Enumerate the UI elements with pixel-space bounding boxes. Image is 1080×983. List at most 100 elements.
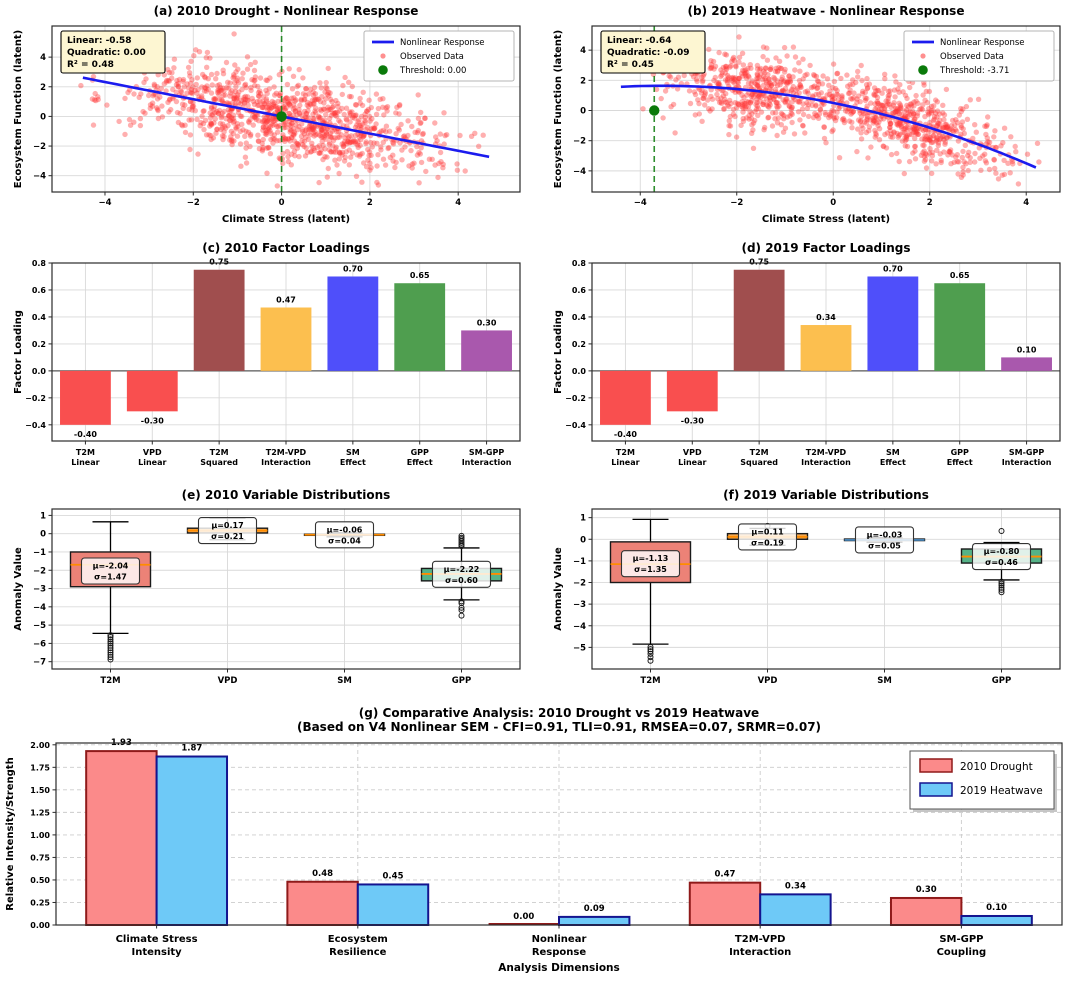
outlier-point <box>998 589 1005 596</box>
svg-text:GPP: GPP <box>452 676 471 686</box>
stats-annotation: Linear: -0.64 Quadratic: -0.09 R² = 0.45 <box>600 30 706 74</box>
bar <box>800 325 852 371</box>
y-axis-ticks: −4 −2 0 2 4 <box>33 53 52 182</box>
y-axis-label: Ecosystem Function (latent) <box>13 30 24 188</box>
svg-text:Effect: Effect <box>880 458 906 467</box>
svg-text:0.4: 0.4 <box>32 313 47 322</box>
legend: Nonlinear Response Observed Data Threshold… <box>363 30 515 82</box>
x-axis-label: Climate Stress (latent) <box>222 214 350 225</box>
gridlines <box>592 509 1060 669</box>
outlier-point <box>107 636 114 643</box>
svg-text:T2M: T2M <box>640 676 660 686</box>
plot-frame <box>51 25 521 193</box>
bar <box>260 307 312 371</box>
svg-text:μ=-2.22: μ=-2.22 <box>444 565 480 574</box>
panel-g-comparative-grouped-bar-chart: 1.930.480.000.470.301.870.450.090.340.10… <box>5 706 1063 974</box>
svg-text:VPD: VPD <box>218 676 238 686</box>
bar <box>286 880 359 926</box>
svg-text:0.4: 0.4 <box>572 313 587 322</box>
svg-text:−4: −4 <box>33 172 46 182</box>
svg-text:Linear: Linear <box>138 458 166 467</box>
svg-text:SM-GPP: SM-GPP <box>1009 448 1044 457</box>
series-2010-drought: 1.930.480.000.470.30 <box>85 738 963 927</box>
svg-text:0.8: 0.8 <box>572 259 587 268</box>
gridlines <box>52 509 520 669</box>
bar-value-label: 0.34 <box>816 313 836 322</box>
bar-value-label: 0.75 <box>749 258 769 267</box>
x-axis-ticks: T2M VPD SM GPP <box>100 669 471 686</box>
outlier-point <box>998 578 1005 585</box>
svg-text:T2M: T2M <box>616 448 635 457</box>
svg-text:σ=1.47: σ=1.47 <box>94 572 127 581</box>
panel-title: (a) 2010 Drought - Nonlinear Response <box>154 4 419 18</box>
bar-value-label: 0.65 <box>950 271 970 280</box>
x-axis-ticks: T2MLinearVPDLinearT2MSquaredT2M-VPDInter… <box>611 441 1052 467</box>
box-T2M <box>69 521 152 663</box>
svg-text:Effect: Effect <box>340 458 366 467</box>
outlier-point <box>998 580 1005 587</box>
outlier-point <box>998 586 1005 593</box>
svg-text:R² = 0.45: R² = 0.45 <box>607 60 654 70</box>
legend: 2010 Drought 2019 Heatwave <box>909 750 1057 812</box>
svg-text:Linear: -0.58: Linear: -0.58 <box>67 36 132 46</box>
svg-text:0.50: 0.50 <box>30 876 50 885</box>
svg-text:Linear: Linear <box>611 458 639 467</box>
bar <box>327 276 379 371</box>
bar <box>733 269 785 371</box>
svg-text:μ=0.11: μ=0.11 <box>751 527 784 536</box>
bar <box>960 914 1033 926</box>
svg-text:0: 0 <box>580 535 586 545</box>
svg-text:−2: −2 <box>573 137 586 147</box>
svg-text:2: 2 <box>40 83 46 93</box>
svg-text:VPD: VPD <box>758 676 778 686</box>
svg-text:0.2: 0.2 <box>32 340 46 349</box>
bar-value-label: -0.40 <box>74 430 97 439</box>
svg-text:Interaction: Interaction <box>801 458 851 467</box>
svg-text:−5: −5 <box>573 643 586 653</box>
outlier-point <box>107 654 114 661</box>
bar-value-label: 0.10 <box>986 903 1007 913</box>
bar <box>600 370 651 425</box>
svg-text:Coupling: Coupling <box>937 947 987 958</box>
bar <box>60 370 111 425</box>
bar <box>688 881 762 927</box>
svg-text:μ=-0.03: μ=-0.03 <box>867 530 903 539</box>
mean-sd-annotation: μ=0.17 σ=0.21 <box>197 517 258 545</box>
svg-text:GPP: GPP <box>951 448 969 457</box>
svg-text:2: 2 <box>367 198 373 208</box>
bar <box>126 370 178 412</box>
bar <box>155 755 229 927</box>
svg-text:μ=-2.04: μ=-2.04 <box>93 561 129 570</box>
svg-text:4: 4 <box>580 46 586 56</box>
bar-value-label: 0.75 <box>209 258 229 267</box>
svg-text:4: 4 <box>455 198 461 208</box>
panel-c-2010-factor-loadings-bar-chart: -0.40 -0.30 0.75 0.47 0.70 0.65 0.30 −0.4 −0.2 0.… <box>13 241 521 467</box>
svg-text:−2: −2 <box>33 142 46 152</box>
y-axis-ticks: −4 −2 0 2 4 <box>573 46 592 177</box>
svg-text:4: 4 <box>40 53 46 63</box>
svg-text:σ=0.21: σ=0.21 <box>211 532 244 541</box>
svg-text:0.6: 0.6 <box>572 286 587 295</box>
svg-text:σ=1.35: σ=1.35 <box>634 565 667 574</box>
svg-text:Interaction: Interaction <box>462 458 512 467</box>
box-T2M <box>609 518 692 664</box>
svg-text:SM-GPP: SM-GPP <box>939 934 983 945</box>
panel-e-2010-distributions-box-chart: μ=-2.04σ=1.47μ=0.17σ=0.21μ=-0.06σ=0.04μ=… <box>13 488 521 686</box>
svg-text:1.25: 1.25 <box>30 808 50 817</box>
svg-text:σ=0.04: σ=0.04 <box>328 536 361 545</box>
panel-title: (g) Comparative Analysis: 2010 Drought v… <box>359 706 759 720</box>
bar <box>867 276 919 371</box>
outlier-point <box>107 656 114 663</box>
svg-text:SM: SM <box>886 448 900 457</box>
svg-text:2019 Heatwave: 2019 Heatwave <box>960 785 1043 797</box>
bar-value-label: 1.87 <box>181 744 202 754</box>
svg-text:σ=0.19: σ=0.19 <box>751 538 784 547</box>
x-axis-label: Analysis Dimensions <box>498 962 620 974</box>
svg-text:−1: −1 <box>33 548 46 558</box>
svg-text:−6: −6 <box>33 639 46 649</box>
panel-title: (f) 2019 Variable Distributions <box>723 488 929 502</box>
bar-value-label: 0.65 <box>410 271 430 280</box>
svg-text:σ=0.05: σ=0.05 <box>868 541 901 550</box>
svg-text:T2M: T2M <box>100 676 120 686</box>
